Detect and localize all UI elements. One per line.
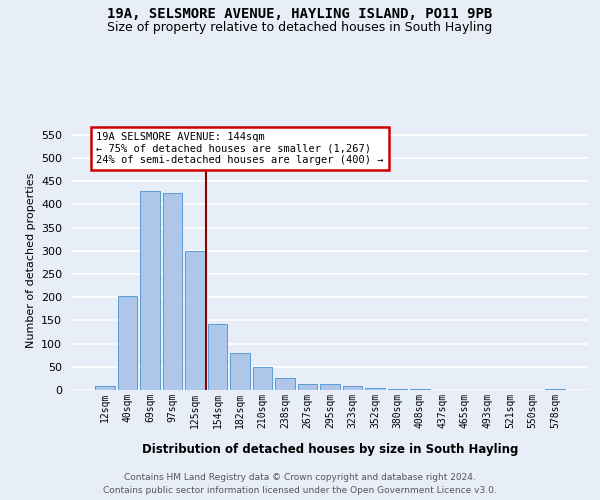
Bar [95, 386, 115, 390]
Bar [365, 388, 385, 390]
Bar [545, 388, 565, 390]
Text: 19A, SELSMORE AVENUE, HAYLING ISLAND, PO11 9PB: 19A, SELSMORE AVENUE, HAYLING ISLAND, PO… [107, 8, 493, 22]
Bar [343, 386, 362, 390]
Bar [320, 384, 340, 390]
Text: 19A SELSMORE AVENUE: 144sqm
← 75% of detached houses are smaller (1,267)
24% of : 19A SELSMORE AVENUE: 144sqm ← 75% of det… [96, 132, 383, 165]
Bar [298, 384, 317, 390]
Bar [208, 324, 227, 390]
Bar [140, 192, 160, 390]
Text: Distribution of detached houses by size in South Hayling: Distribution of detached houses by size … [142, 442, 518, 456]
Text: Contains HM Land Registry data © Crown copyright and database right 2024.: Contains HM Land Registry data © Crown c… [124, 472, 476, 482]
Bar [410, 389, 430, 390]
Bar [388, 388, 407, 390]
Bar [275, 378, 295, 390]
Bar [118, 296, 137, 390]
Text: Size of property relative to detached houses in South Hayling: Size of property relative to detached ho… [107, 21, 493, 34]
Bar [163, 192, 182, 390]
Text: Contains public sector information licensed under the Open Government Licence v3: Contains public sector information licen… [103, 486, 497, 495]
Bar [185, 250, 205, 390]
Y-axis label: Number of detached properties: Number of detached properties [26, 172, 35, 348]
Bar [230, 353, 250, 390]
Bar [253, 367, 272, 390]
